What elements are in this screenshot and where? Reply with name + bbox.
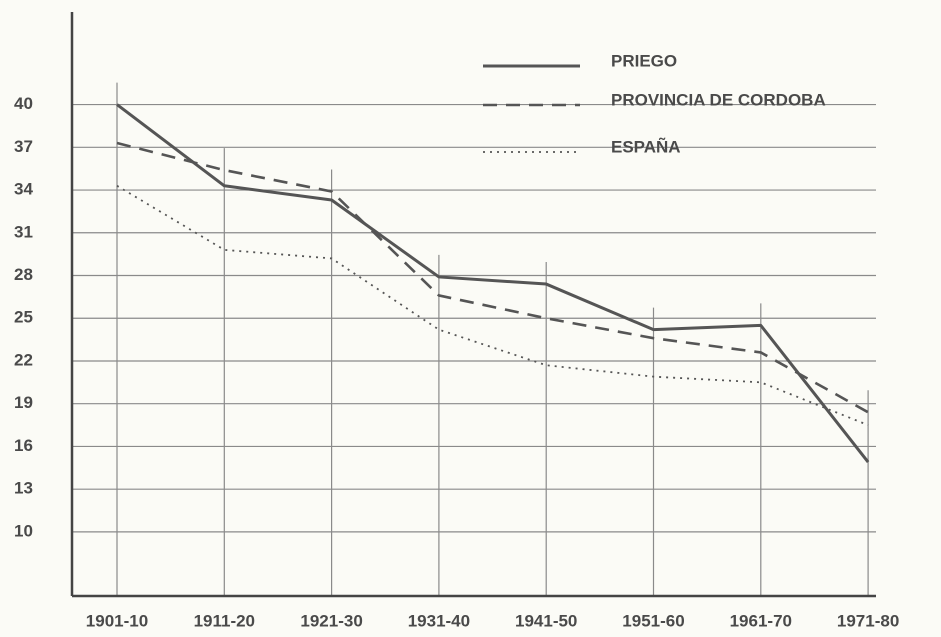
series-line <box>116 103 870 464</box>
x-tick-label: 1921-30 <box>300 611 362 630</box>
y-tick-label: 40 <box>14 94 33 113</box>
x-tick-label: 1941-50 <box>515 611 577 630</box>
y-tick-label: 16 <box>14 436 33 455</box>
x-tick-label: 1951-60 <box>622 611 684 630</box>
x-tick-label: 1911-20 <box>194 611 255 630</box>
y-tick-label: 31 <box>14 222 33 241</box>
x-tick-label: 1931-40 <box>408 611 470 630</box>
series-line <box>116 185 869 426</box>
series-line <box>116 141 869 414</box>
legend-label: PRIEGO <box>611 51 677 70</box>
y-tick-label: 25 <box>14 308 33 327</box>
y-tick-label: 34 <box>14 180 33 199</box>
legend-label: ESPAÑA <box>611 136 681 156</box>
y-tick-label: 28 <box>14 265 33 284</box>
x-tick-label: 1961-70 <box>730 611 792 630</box>
legend-label: PROVINCIA DE CORDOBA <box>611 90 826 109</box>
y-tick-label: 10 <box>14 521 33 540</box>
y-tick-label: 22 <box>14 350 33 369</box>
y-tick-label: 13 <box>14 479 33 498</box>
y-tick-label: 37 <box>14 137 33 156</box>
y-tick-label: 19 <box>14 393 33 412</box>
x-tick-label: 1971-80 <box>837 611 899 630</box>
x-tick-label: 1901-10 <box>86 611 148 630</box>
